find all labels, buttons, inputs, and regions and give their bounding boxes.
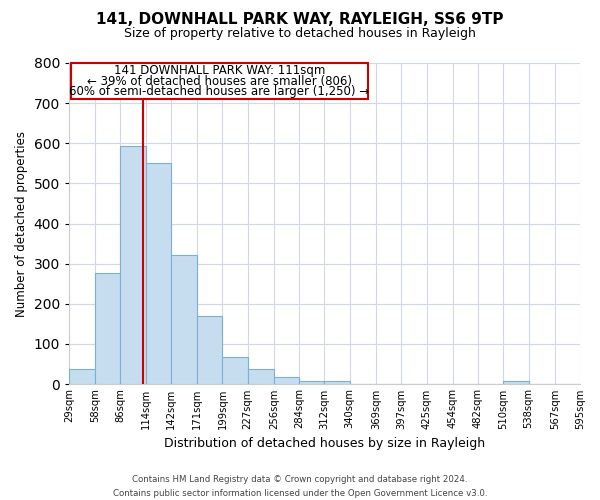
Bar xyxy=(248,369,274,384)
Text: Contains HM Land Registry data © Crown copyright and database right 2024.
Contai: Contains HM Land Registry data © Crown c… xyxy=(113,476,487,498)
Bar xyxy=(95,272,121,384)
Bar xyxy=(171,255,197,384)
Bar xyxy=(197,316,223,384)
Text: ← 39% of detached houses are smaller (806): ← 39% of detached houses are smaller (80… xyxy=(87,74,352,88)
Bar xyxy=(223,357,248,384)
Bar xyxy=(274,377,299,384)
Bar xyxy=(121,146,146,384)
Bar xyxy=(299,381,325,384)
Text: 141 DOWNHALL PARK WAY: 111sqm: 141 DOWNHALL PARK WAY: 111sqm xyxy=(113,64,325,78)
Text: 141, DOWNHALL PARK WAY, RAYLEIGH, SS6 9TP: 141, DOWNHALL PARK WAY, RAYLEIGH, SS6 9T… xyxy=(96,12,504,28)
Bar xyxy=(69,369,95,384)
X-axis label: Distribution of detached houses by size in Rayleigh: Distribution of detached houses by size … xyxy=(164,437,485,450)
Text: Size of property relative to detached houses in Rayleigh: Size of property relative to detached ho… xyxy=(124,28,476,40)
Bar xyxy=(146,164,171,384)
Bar xyxy=(325,381,350,384)
Bar xyxy=(503,381,529,384)
Text: 60% of semi-detached houses are larger (1,250) →: 60% of semi-detached houses are larger (… xyxy=(69,84,370,98)
Y-axis label: Number of detached properties: Number of detached properties xyxy=(15,130,28,316)
